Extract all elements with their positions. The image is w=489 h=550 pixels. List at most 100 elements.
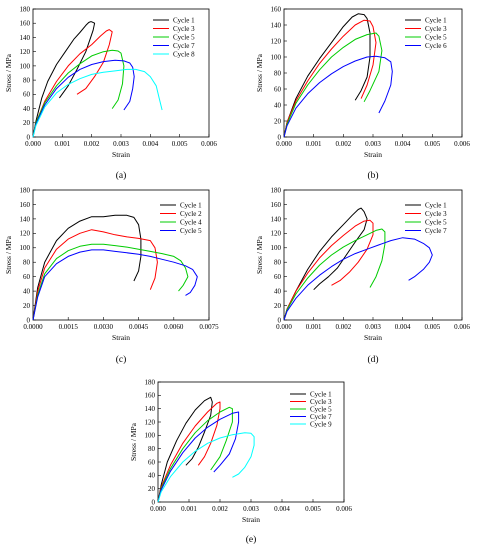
y-tick-label: 60 [148, 458, 156, 466]
y-tick-label: 80 [274, 259, 282, 267]
y-axis-label: Stress / MPa [255, 53, 264, 92]
series-line-cycle-5 [157, 406, 233, 503]
x-tick-label: 0.006 [454, 140, 470, 148]
series-line-cycle-5 [32, 249, 198, 321]
legend-label: Cycle 1 [173, 16, 195, 24]
x-tick-label: 0.003 [365, 140, 381, 148]
x-tick-label: 0.002 [212, 505, 228, 513]
y-tick-label: 0 [27, 316, 31, 324]
x-tick-label: 0.0045 [129, 323, 149, 331]
y-tick-label: 100 [145, 432, 156, 440]
x-tick-label: 0.002 [335, 323, 351, 331]
y-tick-label: 60 [23, 91, 31, 99]
x-tick-label: 0.0000 [23, 323, 43, 331]
x-tick-label: 0.000 [25, 140, 41, 148]
y-tick-label: 20 [23, 302, 31, 310]
y-axis-label: Stress / MPa [4, 235, 13, 274]
y-tick-label: 180 [20, 186, 31, 194]
series-line-cycle-5 [283, 228, 386, 321]
panel-caption: (e) [246, 534, 257, 545]
series-line-cycle-8 [32, 68, 163, 138]
x-tick-label: 0.0060 [164, 323, 184, 331]
x-tick-label: 0.002 [84, 140, 100, 148]
legend-label: Cycle 5 [173, 33, 195, 41]
y-tick-label: 160 [271, 5, 282, 13]
y-tick-label: 40 [274, 288, 282, 296]
y-tick-label: 40 [23, 105, 31, 113]
y-tick-label: 60 [274, 273, 282, 281]
y-tick-label: 160 [145, 392, 156, 400]
y-tick-label: 80 [23, 259, 31, 267]
x-tick-label: 0.006 [201, 140, 217, 148]
y-tick-label: 160 [20, 20, 31, 28]
y-tick-label: 20 [274, 117, 282, 125]
series-line-cycle-2 [32, 229, 158, 321]
x-axis-label: Strain [364, 150, 382, 159]
x-tick-label: 0.0015 [59, 323, 79, 331]
legend-label: Cycle 1 [310, 390, 332, 398]
series-line-cycle-3 [157, 401, 221, 503]
x-tick-label: 0.001 [181, 505, 197, 513]
legend-label: Cycle 2 [180, 210, 202, 218]
legend-label: Cycle 7 [173, 42, 195, 50]
chart-panel-3: 0.0000 0.0015 0.0030 0.0045 0.0060 0.0075 0 20 4… [4, 186, 219, 365]
y-tick-label: 0 [278, 316, 282, 324]
y-tick-label: 40 [23, 288, 31, 296]
y-tick-label: 60 [274, 85, 282, 93]
y-tick-label: 80 [148, 445, 156, 453]
x-tick-label: 0.000 [276, 323, 292, 331]
x-tick-label: 0.0030 [94, 323, 114, 331]
y-tick-label: 140 [20, 34, 31, 42]
y-tick-label: 140 [145, 405, 156, 413]
y-tick-label: 80 [23, 77, 31, 85]
legend-label: Cycle 1 [180, 201, 202, 209]
legend-label: Cycle 3 [425, 210, 447, 218]
x-axis-label: Strain [364, 333, 382, 342]
y-tick-label: 40 [148, 472, 156, 480]
x-tick-label: 0.001 [54, 140, 70, 148]
series-line-cycle-5 [32, 49, 125, 138]
x-tick-label: 0.001 [306, 140, 322, 148]
y-tick-label: 120 [20, 230, 31, 238]
x-tick-label: 0.003 [243, 505, 259, 513]
x-tick-label: 0.004 [395, 323, 411, 331]
y-tick-label: 140 [271, 215, 282, 223]
y-tick-label: 180 [271, 186, 282, 194]
y-tick-label: 120 [20, 48, 31, 56]
y-tick-label: 80 [274, 69, 282, 77]
chart-panel-2: 0.000 0.001 0.002 0.003 0.004 0.005 0.006 0 20 40… [255, 5, 470, 181]
y-tick-label: 0 [278, 133, 282, 141]
y-tick-label: 100 [20, 62, 31, 70]
x-tick-label: 0.006 [454, 323, 470, 331]
chart-panel-4: 0.000 0.001 0.002 0.003 0.004 0.005 0.006 0 20 40… [255, 186, 470, 365]
y-tick-label: 120 [271, 230, 282, 238]
legend-label: Cycle 1 [425, 16, 447, 24]
x-tick-label: 0.003 [113, 140, 129, 148]
panel-caption: (c) [116, 354, 127, 365]
y-tick-label: 100 [271, 53, 282, 61]
x-tick-label: 0.004 [395, 140, 411, 148]
x-tick-label: 0.004 [274, 505, 290, 513]
y-tick-label: 100 [20, 244, 31, 252]
x-axis-label: Strain [112, 150, 130, 159]
legend-label: Cycle 9 [310, 420, 332, 428]
legend-label: Cycle 7 [310, 413, 332, 421]
y-axis-label: Stress / MPa [129, 422, 138, 461]
series-line-cycle-3 [32, 29, 113, 138]
y-tick-label: 120 [145, 418, 156, 426]
legend-label: Cycle 5 [180, 227, 202, 235]
series-line-cycle-3 [283, 219, 374, 321]
legend-label: Cycle 1 [425, 201, 447, 209]
x-tick-label: 0.002 [335, 140, 351, 148]
series-line-cycle-6 [283, 55, 393, 138]
legend-label: Cycle 7 [425, 227, 447, 235]
series-line-cycle-7 [32, 59, 135, 138]
legend-label: Cycle 3 [310, 398, 332, 406]
legend-label: Cycle 5 [310, 405, 332, 413]
x-tick-label: 0.006 [336, 505, 352, 513]
y-tick-label: 180 [20, 5, 31, 13]
